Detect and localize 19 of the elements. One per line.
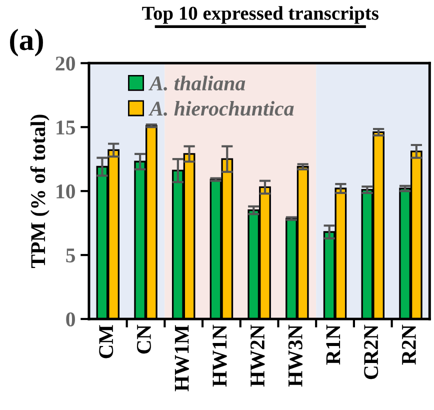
x-tick-label: CN xyxy=(136,324,151,354)
x-tick-label: HW3N xyxy=(288,324,302,387)
x-tick-label: R2N xyxy=(402,324,416,365)
text: (a) xyxy=(10,28,43,56)
legend-label: A. hierochuntica xyxy=(148,101,294,116)
x-tick-label: HW1M xyxy=(174,325,189,392)
x-tick-label: HW2N xyxy=(250,324,265,387)
y-tick-label: 0 xyxy=(66,312,75,326)
legend-label: A. thaliana xyxy=(148,76,246,91)
x-tick-label: HW1N xyxy=(212,324,227,387)
y-tick-label: 20 xyxy=(56,56,75,71)
y-tick-label: 5 xyxy=(66,248,76,262)
x-tick-label: CM xyxy=(99,325,114,358)
x-tick-label: R1N xyxy=(326,324,340,365)
y-axis-title: TPM (% of total) xyxy=(30,114,50,268)
y-tick-label: 15 xyxy=(56,120,76,135)
y-tick-label: 10 xyxy=(56,184,75,198)
chart-title: Top 10 expressed transcripts xyxy=(142,6,378,24)
x-tick-label: CR2N xyxy=(364,324,378,380)
